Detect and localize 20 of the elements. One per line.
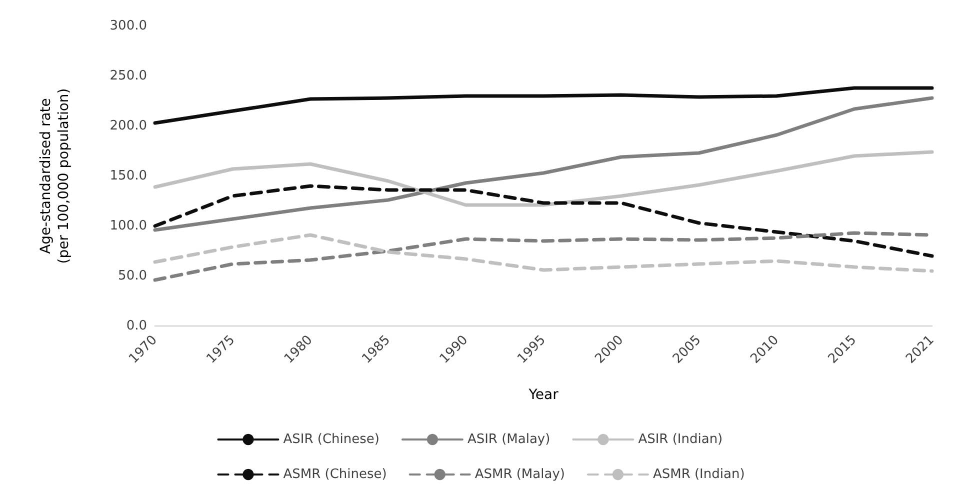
line-series xyxy=(153,184,934,258)
y-axis-title: Age-standardised rate (per 100,000 population) xyxy=(38,88,72,264)
y-tick-label: 0.0 xyxy=(126,318,147,334)
legend-label: ASIR (Malay) xyxy=(467,432,550,447)
line-series xyxy=(153,233,934,273)
legend-label: ASIR (Indian) xyxy=(638,432,723,447)
legend-label: ASMR (Indian) xyxy=(652,467,745,482)
line-series xyxy=(153,150,934,207)
line-series xyxy=(153,86,934,125)
y-tick-label: 250.0 xyxy=(110,68,147,84)
legend-label: ASMR (Malay) xyxy=(474,467,565,482)
y-tick-label: 200.0 xyxy=(110,118,147,134)
legend-label: ASIR (Chinese) xyxy=(283,432,380,447)
y-tick-label: 300.0 xyxy=(110,18,147,34)
y-tick-label: 100.0 xyxy=(110,218,147,234)
legend-label: ASMR (Chinese) xyxy=(283,467,387,482)
y-tick-label: 50.0 xyxy=(118,268,147,284)
y-tick-label: 150.0 xyxy=(110,168,147,184)
line-series xyxy=(153,96,934,232)
x-axis-title: Year xyxy=(528,387,559,403)
